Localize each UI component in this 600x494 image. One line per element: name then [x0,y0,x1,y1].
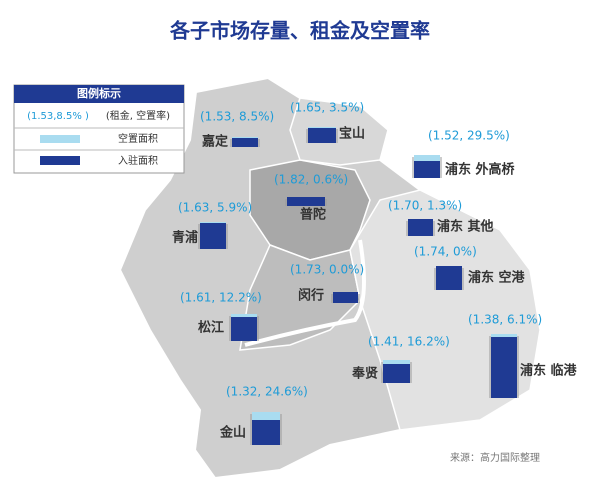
occupied-bar [308,128,336,143]
vacant-bar [414,155,440,161]
region-value-label: (1.41, 16.2%) [368,335,450,349]
region-value-label: (1.53, 8.5%) [200,110,274,124]
legend-swatch-occupied [40,156,80,165]
occupied-bar [436,266,462,290]
region-name: 青浦 [172,230,198,246]
region-value-label: (1.70, 1.3%) [388,199,462,213]
legend-title: 图例标示 [77,86,121,100]
occupied-bar [491,337,517,398]
vacant-bar [232,137,258,138]
regions: (1.53, 8.5%) 嘉定 (1.65, 3.5%) 宝山 (1.52, 29.5%… [172,101,578,445]
baoshan-area [289,97,389,166]
vacant-bar [383,360,410,364]
legend-header [14,85,184,103]
legend-label: 入驻面积 [118,154,158,167]
occupied-bar [414,161,440,178]
region-name: 奉贤 [351,366,378,382]
occupied-bar [408,219,433,236]
legend-label: 空置面积 [118,132,158,145]
vacant-bar [252,412,280,420]
vacant-bar [308,127,336,128]
occupied-bar [383,364,410,383]
region-value-label: (1.74, 0%) [414,245,477,259]
region-value-label: (1.82, 0.6%) [274,173,348,187]
river [244,239,366,347]
legend-label: (租金, 空置率) [106,109,170,122]
region-name: 嘉定 [201,134,228,150]
region-value-label: (1.52, 29.5%) [428,129,510,143]
region-value-label: (1.65, 3.5%) [290,101,364,115]
region-name: 浦东 临港 [520,363,578,379]
occupied-bar [232,138,258,147]
source: 来源：高力国际整理 [450,451,540,464]
region-name: 宝山 [339,126,365,142]
region-name: 闵行 [298,288,324,304]
occupied-bar [231,317,257,341]
region-name: 浦东 空港 [468,270,526,286]
legend-swatch-vacant [40,135,80,143]
vacant-bar [231,314,257,317]
occupied-bar [333,292,358,303]
occupied-bar [200,223,226,249]
region-name: 普陀 [300,207,326,223]
vacant-bar [491,334,517,337]
region-value-label: (1.73, 0.0%) [290,263,364,277]
vacant-bar [200,222,226,223]
occupied-bar [252,420,280,445]
region-name: 浦东 外高桥 [445,162,516,178]
region-name: 金山 [219,425,246,441]
legend-sample: (1.53,8.5% ) [27,111,89,122]
region-name: 松江 [198,320,224,336]
region-value-label: (1.32, 24.6%) [226,385,308,399]
region-value-label: (1.61, 12.2%) [180,291,262,305]
central-district [249,159,371,261]
title: 各子市场存量、租金及空置率 [169,19,430,43]
region-value-label: (1.38, 6.1%) [468,313,542,327]
region-name: 浦东 其他 [437,219,494,235]
occupied-bar [287,197,325,206]
legend: 图例标示 (1.53,8.5% ) (租金, 空置率) 空置面积 入驻面积 [13,84,185,174]
region-value-label: (1.63, 5.9%) [178,201,252,215]
